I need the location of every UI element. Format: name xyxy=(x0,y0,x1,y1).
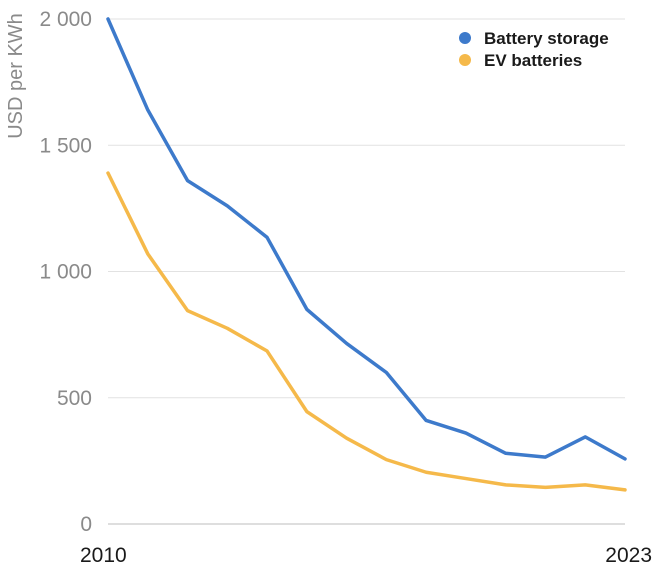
series-line-battery-storage xyxy=(106,17,627,461)
legend-label: EV batteries xyxy=(484,51,582,70)
y-axis-ticks: 0 500 1 000 1 500 2 000 xyxy=(39,8,92,536)
x-axis-ticks: 2010 2023 xyxy=(80,544,652,567)
x-tick-label: 2023 xyxy=(605,544,652,567)
series-line-ev-batteries xyxy=(106,171,627,492)
legend-marker xyxy=(459,32,471,44)
series-lines xyxy=(106,17,627,492)
y-tick-label: 500 xyxy=(57,387,92,410)
legend-label: Battery storage xyxy=(484,29,609,48)
gridlines xyxy=(108,18,625,525)
y-tick-label: 1 000 xyxy=(39,261,92,284)
y-tick-label: 1 500 xyxy=(39,134,92,157)
legend-marker xyxy=(459,54,471,66)
y-tick-label: 0 xyxy=(80,513,92,536)
y-axis-title: USD per KWh xyxy=(5,13,27,139)
legend: Battery storage EV batteries xyxy=(459,29,609,70)
x-tick-label: 2010 xyxy=(80,544,127,567)
y-tick-label: 2 000 xyxy=(39,8,92,31)
